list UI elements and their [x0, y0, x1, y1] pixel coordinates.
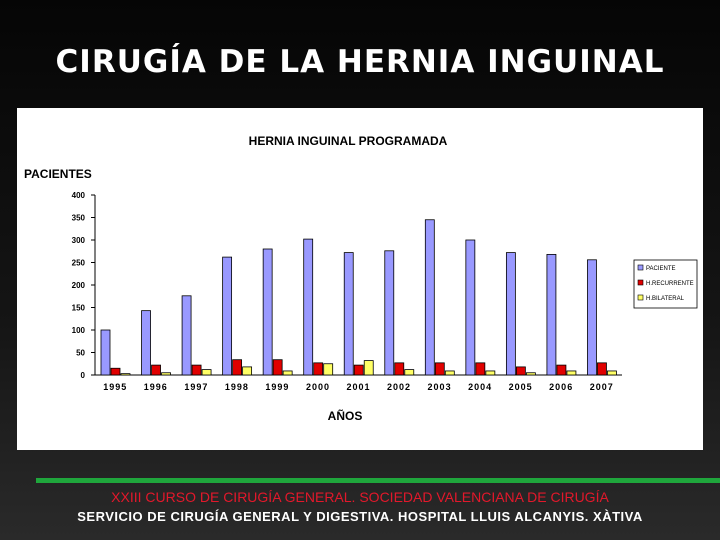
bar-paciente-2003 — [424, 219, 435, 376]
bar-h-recurrente-2007 — [597, 362, 607, 376]
bar-h-bilateral-2007 — [607, 370, 617, 376]
bar-h-bilateral-2000 — [323, 363, 334, 376]
x-tick-label: 1998 — [225, 382, 249, 392]
x-tick-label: 2007 — [590, 382, 614, 392]
x-tick-label: 2000 — [306, 382, 330, 392]
bar-h-bilateral-2005 — [525, 372, 536, 376]
plot-area: 0 50 100 150 200 250 300 350 400 1995 1996 1997 1998… — [72, 191, 622, 392]
bar-h-bilateral-1997 — [201, 369, 212, 376]
y-tick-label: 400 — [72, 191, 86, 200]
footer-course: XXIII CURSO DE CIRUGÍA GENERAL. SOCIEDAD… — [111, 489, 609, 505]
footer-service: SERVICIO DE CIRUGÍA GENERAL Y DIGESTIVA.… — [77, 509, 643, 524]
green-divider — [36, 478, 720, 483]
bar-h-recurrente-2002 — [394, 362, 405, 376]
y-tick-label: 300 — [72, 236, 86, 245]
bar-h-bilateral-1998 — [242, 366, 253, 376]
bar-h-recurrente-1998 — [232, 359, 243, 376]
legend-label: PACIENTE — [646, 266, 676, 272]
x-tick-label: 2004 — [468, 382, 492, 392]
x-tick-label: 2005 — [509, 382, 533, 392]
bar-h-recurrente-1996 — [151, 364, 161, 376]
y-tick-label: 150 — [72, 304, 86, 313]
bar-h-bilateral-2002 — [404, 369, 415, 376]
x-tick-label: 1996 — [144, 382, 168, 392]
x-tick-label: 2002 — [387, 382, 411, 392]
x-tick-label: 1995 — [103, 382, 127, 392]
x-tick-label: 2006 — [549, 382, 573, 392]
bar-h-bilateral-2006 — [566, 370, 577, 376]
legend: PACIENTE H.RECURRENTE H.BILATERAL — [633, 259, 698, 309]
bar-paciente-2002 — [384, 250, 395, 376]
y-tick-label: 100 — [72, 326, 86, 335]
bar-h-recurrente-2001 — [353, 364, 364, 376]
legend-box — [633, 259, 698, 309]
bar-h-bilateral-2004 — [485, 370, 496, 376]
y-tick-label: 250 — [72, 259, 86, 268]
chart-title: HERNIA INGUINAL PROGRAMADA — [249, 134, 448, 148]
bar-h-recurrente-2003 — [434, 362, 445, 376]
slide-title: CIRUGÍA DE LA HERNIA INGUINAL — [55, 44, 665, 80]
x-tick-label: 1999 — [265, 382, 289, 392]
y-tick-label: 350 — [72, 214, 86, 223]
bar-h-bilateral-1999 — [282, 370, 293, 376]
bar-h-bilateral-1996 — [161, 372, 171, 376]
y-axis-title: PACIENTES — [24, 167, 92, 181]
bar-h-bilateral-2003 — [444, 370, 455, 376]
bar-paciente-1996 — [141, 310, 151, 376]
bar-paciente-1995 — [100, 329, 111, 376]
chart-panel: HERNIA INGUINAL PROGRAMADA PACIENTES AÑO… — [17, 108, 703, 450]
bar-paciente-2007 — [587, 259, 597, 376]
x-tick-label: 1997 — [184, 382, 208, 392]
x-tick-label: 2001 — [346, 382, 370, 392]
bar-h-recurrente-2005 — [515, 366, 526, 376]
legend-swatch — [637, 279, 644, 286]
bar-paciente-1997 — [181, 295, 192, 376]
bar-h-recurrente-1997 — [191, 364, 202, 376]
bar-paciente-1998 — [222, 256, 233, 376]
bar-paciente-2005 — [505, 252, 516, 376]
x-axis-title: AÑOS — [328, 408, 363, 423]
bar-paciente-1999 — [262, 248, 273, 376]
legend-swatch — [637, 264, 644, 271]
bar-h-bilateral-1995 — [120, 373, 131, 376]
bar-h-recurrente-2004 — [475, 362, 486, 376]
y-tick-label: 0 — [81, 371, 86, 380]
x-tick-label: 2003 — [428, 382, 452, 392]
bar-paciente-2004 — [465, 239, 476, 376]
bar-paciente-2000 — [303, 238, 314, 376]
bar-h-bilateral-2001 — [363, 360, 374, 376]
y-tick-label: 200 — [72, 281, 86, 290]
bar-h-recurrente-1995 — [110, 367, 121, 376]
bar-paciente-2006 — [546, 253, 557, 376]
bar-h-recurrente-2006 — [556, 364, 567, 376]
legend-label: H.RECURRENTE — [646, 281, 694, 287]
legend-label: H.BILATERAL — [646, 296, 685, 302]
bar-h-recurrente-2000 — [313, 362, 324, 376]
bar-paciente-2001 — [343, 252, 354, 376]
legend-swatch — [637, 294, 644, 301]
bar-h-recurrente-1999 — [272, 359, 283, 376]
y-tick-label: 50 — [76, 349, 85, 358]
chart-svg: HERNIA INGUINAL PROGRAMADA PACIENTES AÑO… — [24, 134, 698, 423]
